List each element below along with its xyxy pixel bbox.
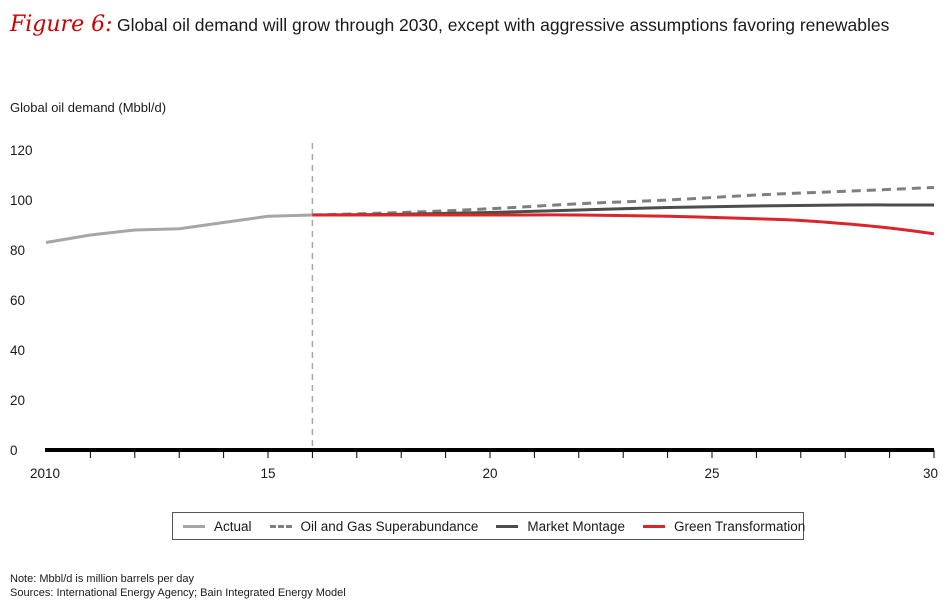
y-tick-label: 20 <box>10 393 25 408</box>
legend-swatch <box>642 524 665 528</box>
sources-text: Sources: International Energy Agency; Ba… <box>10 587 346 599</box>
legend-item-oil-and-gas-superabundance: Oil and Gas Superabundance <box>269 518 479 534</box>
y-tick-label: 120 <box>10 143 33 158</box>
legend-swatch <box>183 524 205 528</box>
series-line-market-montage <box>312 203 935 217</box>
line-chart: 0 20 40 60 80 100 120 2010 15 20 25 30 <box>10 143 938 481</box>
y-tick-label: 60 <box>10 293 25 308</box>
legend-label: Green Transformation <box>673 518 806 534</box>
y-tick-label: 100 <box>10 193 33 208</box>
x-tick-label: 30 <box>923 466 938 481</box>
legend-item-market-montage: Market Montage <box>496 519 625 534</box>
x-tick-label: 25 <box>704 466 719 481</box>
figure-title: Figure 6: Global oil demand will grow th… <box>10 12 889 37</box>
x-tick-label: 2010 <box>30 466 60 481</box>
legend-swatch <box>496 524 519 528</box>
series-line-actual <box>45 213 313 244</box>
series-line-oil-and-gas-superabundance <box>312 186 935 217</box>
legend-item-green-transformation: Green Transformation <box>642 518 806 534</box>
legend-label: Market Montage <box>527 518 625 534</box>
x-tick-label: 20 <box>482 466 497 481</box>
legend-item-actual: Actual <box>183 519 252 534</box>
legend-label: Oil and Gas Superabundance <box>300 518 479 534</box>
y-tick-label: 0 <box>10 443 18 458</box>
y-tick-label: 40 <box>10 343 25 358</box>
note-text: Note: Mbbl/d is million barrels per day <box>10 573 195 585</box>
y-tick-label: 80 <box>10 243 25 258</box>
y-axis-label: Global oil demand (Mbbl/d) <box>10 100 167 115</box>
x-tick-label: 15 <box>260 466 275 481</box>
figure-title-text: Global oil demand will grow through 2030… <box>116 15 890 35</box>
series-line-green-transformation <box>312 213 935 236</box>
chart-legend: Actual Oil and Gas Superabundance Market M… <box>172 512 806 540</box>
chart-notes: Note: Mbbl/d is million barrels per day … <box>10 572 346 600</box>
legend-swatch <box>269 524 292 528</box>
figure-label: Figure 6: <box>10 12 113 37</box>
legend-label: Actual <box>214 518 252 534</box>
